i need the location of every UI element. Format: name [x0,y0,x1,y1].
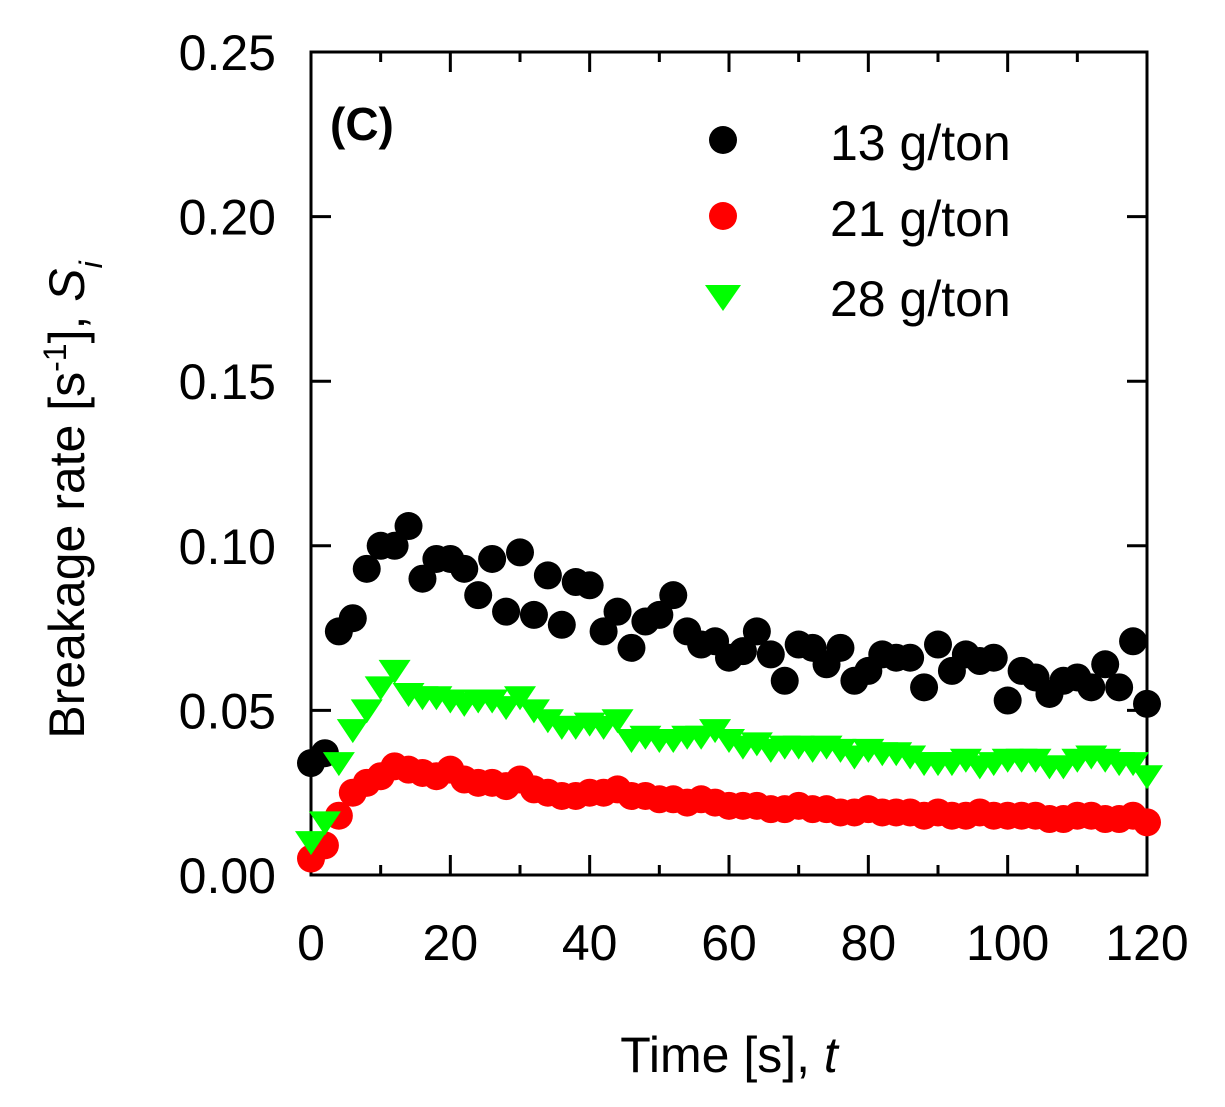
point-13-g-ton [910,673,939,702]
x-axis-variable: t [824,1027,840,1083]
point-28-g-ton [1019,748,1052,773]
point-28-g-ton [894,745,927,770]
point-13-g-ton [547,610,576,639]
y-tick-label: 0.20 [179,190,276,246]
point-13-g-ton [896,643,925,672]
point-13-g-ton [617,633,646,662]
point-13-g-ton [993,686,1022,715]
x-axis-title-text: Time [s], [620,1027,824,1083]
point-13-g-ton [478,544,507,573]
point-21-g-ton [1133,808,1161,837]
point-13-g-ton [589,617,618,646]
point-13-g-ton [1105,673,1134,702]
legend-label-28-g-ton: 28 g/ton [830,271,1011,327]
point-13-g-ton [1077,673,1106,702]
y-axis-unit-exponent: -1 [37,343,73,371]
point-13-g-ton [728,637,757,666]
legend: 13 g/ton 21 g/ton 28 g/ton [705,115,1011,327]
legend-marker-21-g-ton [709,202,737,230]
legend-label-13-g-ton: 13 g/ton [830,115,1011,171]
y-axis-title: Breakage rate [s-1], Si [37,260,109,738]
y-axis-variable-subscript: i [73,260,109,268]
point-13-g-ton [338,604,367,633]
point-13-g-ton [533,561,562,590]
point-13-g-ton [770,666,799,695]
point-28-g-ton [295,831,327,856]
point-28-g-ton [308,811,341,836]
point-13-g-ton [352,554,381,583]
point-28-g-ton [949,748,982,773]
y-axis-variable: S [39,268,95,301]
axes: 0 20 40 60 80 100 120 0.00 0.05 0.10 0.15 0.20 0.25 [179,25,1189,971]
point-28-g-ton [713,729,745,754]
x-tick-label: 60 [701,915,757,971]
y-tick-label: 0.15 [179,354,276,410]
point-13-g-ton [756,640,785,669]
y-tick-label: 0.00 [179,848,276,904]
x-tick-label: 0 [297,915,325,971]
point-13-g-ton [492,597,521,626]
legend-marker-28-g-ton [705,285,741,311]
y-tick-label: 0.05 [179,683,276,739]
point-28-g-ton [824,738,857,763]
point-28-g-ton [378,659,411,684]
point-13-g-ton [924,630,952,659]
point-13-g-ton [1133,689,1161,718]
legend-label-21-g-ton: 21 g/ton [830,191,1011,247]
point-28-g-ton [350,699,383,724]
y-tick-label: 0.25 [179,25,276,81]
legend-marker-13-g-ton [709,126,737,154]
y-axis-title-mid: ], [39,302,95,344]
point-28-g-ton [336,719,369,744]
point-13-g-ton [1091,650,1120,679]
x-tick-label: 40 [562,915,618,971]
point-28-g-ton [504,686,536,711]
data-points [295,512,1163,873]
point-28-g-ton [531,709,564,734]
point-13-g-ton [826,633,855,662]
x-tick-label: 20 [423,915,479,971]
point-28-g-ton [601,709,634,734]
point-13-g-ton [742,617,771,646]
point-28-g-ton [740,732,773,757]
y-tick-label: 0.10 [179,519,276,575]
point-13-g-ton [645,600,674,629]
point-28-g-ton [1131,765,1163,790]
point-28-g-ton [490,696,523,721]
point-13-g-ton [506,538,534,567]
point-13-g-ton [380,531,409,560]
point-13-g-ton [603,597,632,626]
x-tick-label: 80 [841,915,897,971]
point-13-g-ton [394,512,423,541]
point-13-g-ton [1119,627,1148,656]
x-tick-label: 120 [1105,915,1188,971]
point-13-g-ton [408,564,437,593]
point-13-g-ton [979,643,1008,672]
point-13-g-ton [519,600,548,629]
point-13-g-ton [659,581,688,610]
point-28-g-ton [476,689,509,714]
x-axis-title: Time [s], t [620,1027,840,1083]
point-28-g-ton [1117,752,1150,777]
point-28-g-ton [322,752,355,777]
point-13-g-ton [464,581,493,610]
point-13-g-ton [575,571,604,600]
point-13-g-ton [450,554,479,583]
x-tick-label: 100 [966,915,1049,971]
panel-label: (C) [330,98,394,150]
point-28-g-ton [364,676,397,701]
y-axis-title-text: Breakage rate [s [39,372,95,739]
